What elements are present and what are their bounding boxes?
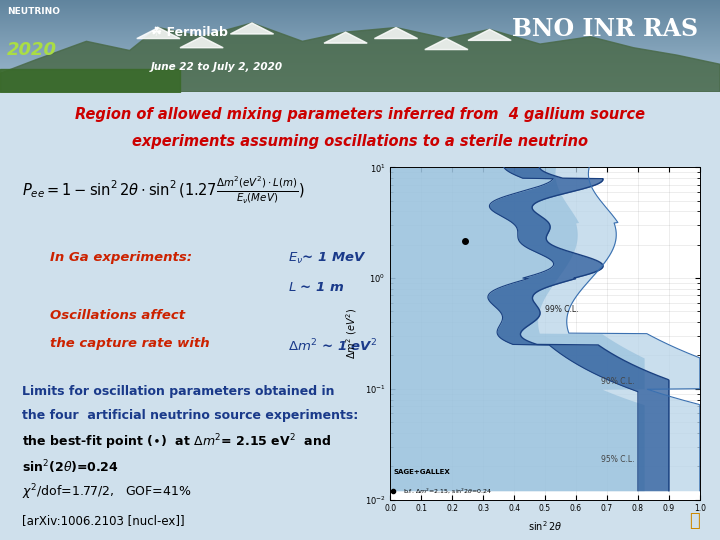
Text: the four  artificial neutrino source experiments:: the four artificial neutrino source expe…: [22, 409, 358, 422]
Text: b.f. $\Delta m^2$=2.15, sin$^2$2$\theta$=0.24: b.f. $\Delta m^2$=2.15, sin$^2$2$\theta$…: [402, 487, 492, 495]
Polygon shape: [468, 29, 511, 40]
Text: Oscillations affect: Oscillations affect: [50, 309, 186, 322]
Text: 2020: 2020: [7, 42, 57, 59]
Polygon shape: [0, 23, 720, 92]
Text: experiments assuming oscillations to a sterile neutrino: experiments assuming oscillations to a s…: [132, 134, 588, 150]
Polygon shape: [374, 28, 418, 38]
Text: 🔊: 🔊: [689, 512, 700, 530]
Text: sin$^2$(2$\theta$)=0.24: sin$^2$(2$\theta$)=0.24: [22, 458, 118, 476]
Text: NEUTRINO: NEUTRINO: [7, 8, 60, 16]
Text: In Ga experiments:: In Ga experiments:: [50, 251, 192, 264]
Text: $\Delta m^2$ ~ 1 eV$^2$: $\Delta m^2$ ~ 1 eV$^2$: [288, 338, 377, 354]
Text: June 22 to July 2, 2020: June 22 to July 2, 2020: [151, 63, 284, 72]
Text: SAGE+GALLEX: SAGE+GALLEX: [393, 469, 450, 475]
Text: Limits for oscillation parameters obtained in: Limits for oscillation parameters obtain…: [22, 386, 334, 399]
Text: 99% C.L.: 99% C.L.: [545, 305, 579, 314]
Text: $P_{ee} = 1 - \sin^2 2\theta \cdot \sin^2(1.27 \frac{\Delta m^2(eV^2) \cdot L(m): $P_{ee} = 1 - \sin^2 2\theta \cdot \sin^…: [22, 175, 304, 206]
Y-axis label: $\Delta m^2\ (eV^2)$: $\Delta m^2\ (eV^2)$: [344, 308, 359, 359]
Text: $E_\nu$~ 1 MeV: $E_\nu$~ 1 MeV: [288, 251, 366, 266]
Text: [arXiv:1006.2103 [nucl-ex]]: [arXiv:1006.2103 [nucl-ex]]: [22, 514, 184, 527]
Text: the best-fit point ($\bullet$)  at $\Delta m^2$= 2.15 eV$^2$  and: the best-fit point ($\bullet$) at $\Delt…: [22, 433, 330, 452]
Text: Region of allowed mixing parameters inferred from  4 gallium source: Region of allowed mixing parameters infe…: [75, 107, 645, 123]
Polygon shape: [137, 28, 180, 38]
Polygon shape: [230, 23, 274, 34]
Polygon shape: [180, 37, 223, 48]
Text: ☘ Fermilab: ☘ Fermilab: [151, 26, 228, 39]
Text: 90% C.L.: 90% C.L.: [600, 377, 634, 386]
Text: BNO INR RAS: BNO INR RAS: [513, 17, 698, 40]
Polygon shape: [324, 32, 367, 43]
Text: $L$ ~ 1 m: $L$ ~ 1 m: [288, 281, 345, 294]
X-axis label: $\sin^2 2\theta$: $\sin^2 2\theta$: [528, 519, 562, 533]
Text: the capture rate with: the capture rate with: [50, 338, 210, 350]
Polygon shape: [425, 38, 468, 50]
Text: 95% C.L.: 95% C.L.: [600, 455, 634, 464]
Text: $\chi^2$/dof=1.77/2,   GOF=41%: $\chi^2$/dof=1.77/2, GOF=41%: [22, 483, 192, 502]
